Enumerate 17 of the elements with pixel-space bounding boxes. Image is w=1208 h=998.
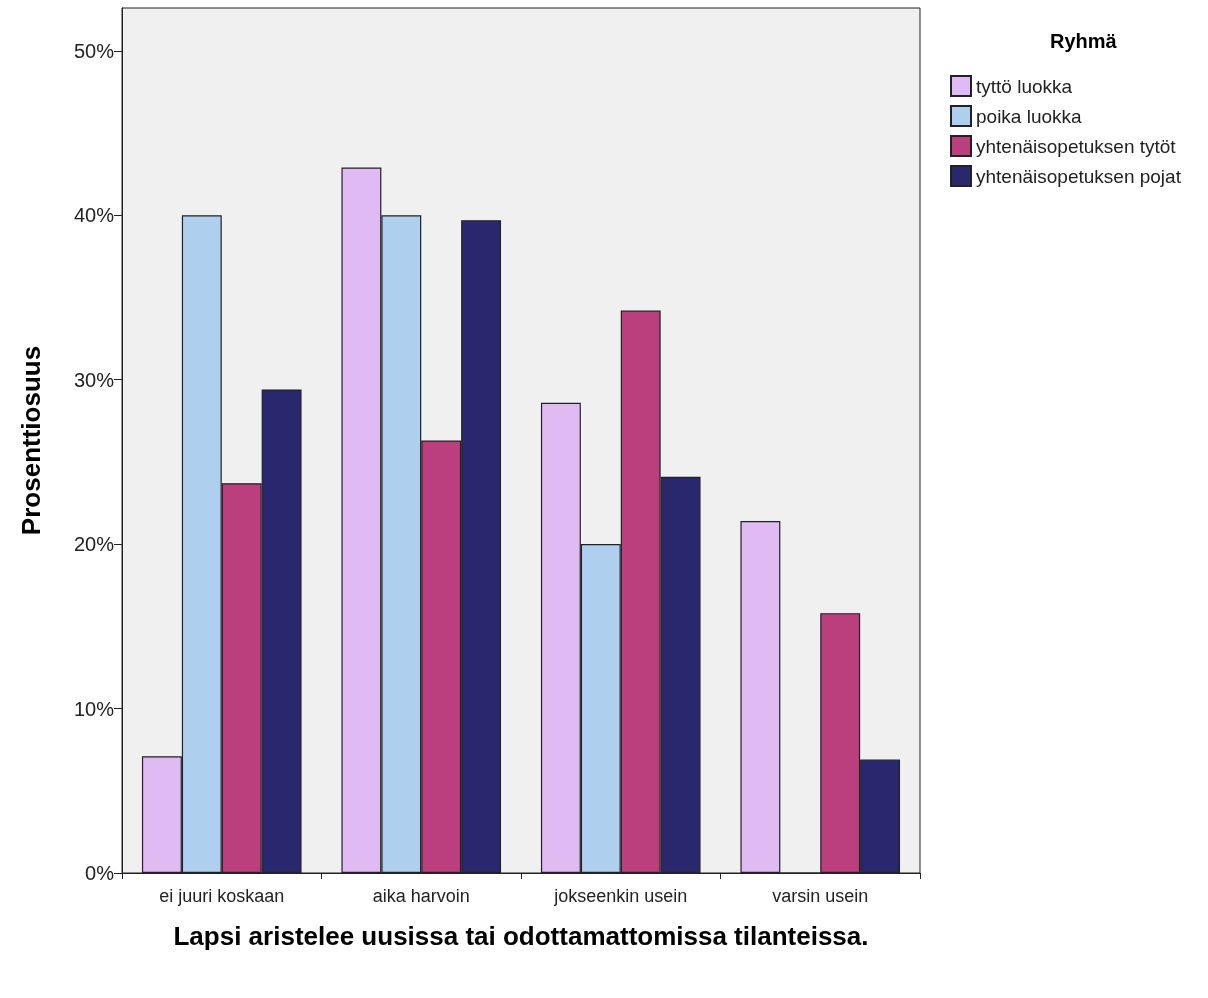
- y-tick-label: 50%: [73, 39, 115, 62]
- x-tick-label: jokseenkin usein: [553, 886, 688, 906]
- y-tick-label: 30%: [73, 368, 115, 391]
- y-tick-label: 20%: [73, 533, 115, 556]
- x-axis-title: Lapsi aristelee uusissa tai odottamattomissa tilanteissa.: [173, 921, 869, 951]
- y-axis-title: Prosenttiosuus: [16, 345, 46, 536]
- legend-label: tyttö luokka: [976, 75, 1073, 97]
- y-tick-label: 10%: [73, 697, 115, 720]
- x-tick-label: varsin usein: [772, 886, 869, 906]
- legend-label: poika luokka: [976, 105, 1083, 127]
- x-tick-label: ei juuri koskaan: [159, 886, 285, 906]
- x-tick-label: aika harvoin: [372, 886, 470, 906]
- legend-label: yhtenäisopetuksen tytöt: [976, 135, 1177, 157]
- legend-title: Ryhmä: [1050, 30, 1117, 53]
- y-tick-label: 40%: [73, 204, 115, 227]
- y-tick-label: 0%: [85, 862, 115, 884]
- legend-label: yhtenäisopetuksen pojat: [976, 165, 1182, 187]
